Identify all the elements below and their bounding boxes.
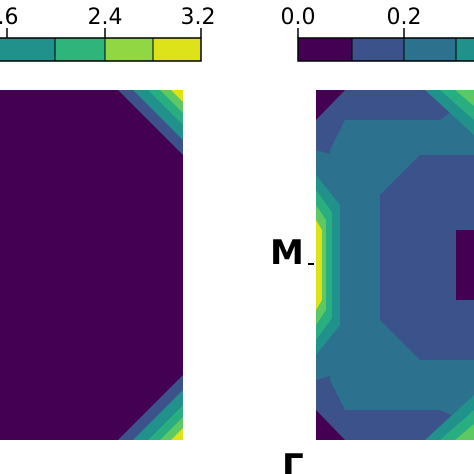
left-colorbar-segment (153, 38, 201, 61)
right-colorbar-tick-label: 0.2 (387, 5, 422, 30)
right-colorbar-tick-label: 0.0 (281, 5, 316, 30)
left-colorbar-frame (0, 37, 202, 62)
left-colorbar: .6 2.4 3.2 (0, 5, 216, 62)
left-colorbar-segment (105, 38, 153, 61)
right-colorbar-segment (456, 38, 474, 61)
right-colorbar-segment (298, 38, 352, 61)
left-heatmap-band (171, 428, 183, 440)
right-heatmap-region (380, 155, 474, 360)
right-heatmap-region (316, 220, 322, 310)
right-heatmap-region (456, 230, 474, 300)
right-heatmap-region (330, 95, 474, 425)
symmetry-label-m: M (270, 233, 304, 273)
left-heatmap-panel (0, 90, 183, 440)
right-heatmap-region (316, 90, 345, 120)
right-heatmap-panel (316, 90, 474, 440)
right-colorbar-segment (352, 38, 404, 61)
left-colorbar-tick-label: .6 (0, 5, 19, 30)
left-colorbar-tick-label: 3.2 (181, 5, 216, 30)
left-colorbar-segment (55, 38, 105, 61)
right-heatmap-region (455, 90, 474, 106)
right-heatmap-region (316, 410, 345, 440)
symmetry-label-gamma: Γ (282, 447, 304, 474)
right-colorbar: 0.0 0.2 (281, 5, 474, 62)
left-heatmap-background (0, 90, 183, 440)
right-colorbar-segment (404, 38, 456, 61)
right-colorbar-frame (297, 37, 474, 62)
left-heatmap-band (171, 90, 183, 102)
left-colorbar-segment (0, 38, 55, 61)
left-colorbar-tick-label: 2.4 (88, 5, 123, 30)
right-heatmap-region (455, 424, 474, 440)
